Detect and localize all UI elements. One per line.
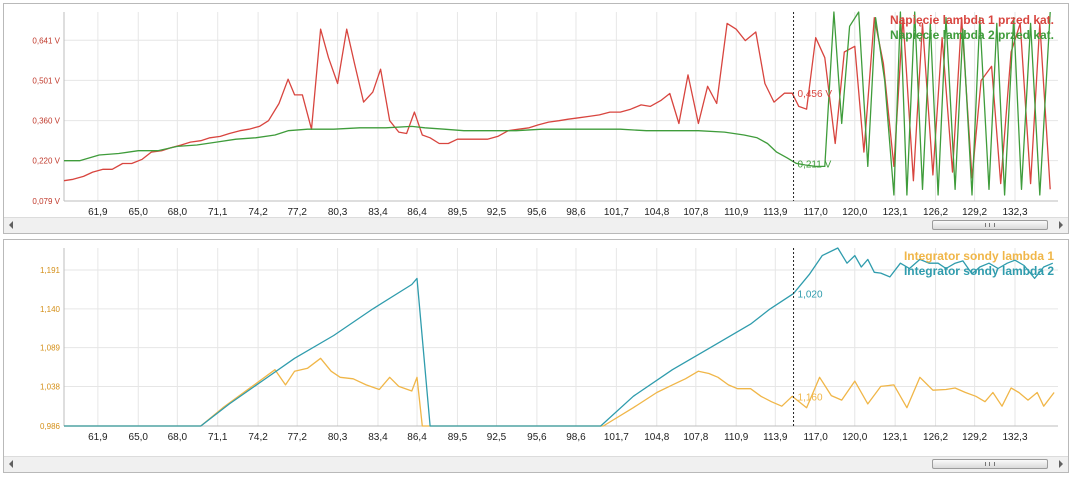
x-tick-label: 104,8 [644, 207, 669, 218]
y-tick-label: 1,089 [40, 344, 61, 353]
x-tick-label: 86,4 [407, 432, 427, 443]
cursor-value-label-1: 0,456 V [798, 89, 833, 100]
x-tick-label: 101,7 [604, 207, 629, 218]
y-tick-label: 0,079 V [32, 197, 60, 206]
x-tick-label: 74,2 [248, 432, 268, 443]
series-line-2 [64, 11, 1051, 196]
y-tick-label: 1,140 [40, 305, 61, 314]
x-tick-label: 98,6 [566, 432, 586, 443]
x-tick-label: 123,1 [883, 432, 908, 443]
x-tick-label: 129,2 [962, 432, 987, 443]
legend-entry-2: Integrator sondy lambda 2 [904, 264, 1054, 278]
horizontal-scrollbar[interactable] [4, 217, 1068, 233]
plot-area: 61,9 65,0 68,0 71,1 74,2 77,2 80,3 83,4 86,4 89,5… [40, 247, 1058, 443]
x-tick-label: 95,6 [527, 207, 547, 218]
x-tick-label: 65,0 [129, 432, 149, 443]
x-tick-label: 126,2 [923, 207, 948, 218]
series-line-1 [63, 17, 1051, 190]
grip-icon [985, 223, 995, 227]
x-tick-label: 129,2 [962, 207, 987, 218]
x-tick-label: 77,2 [287, 432, 307, 443]
horizontal-scrollbar[interactable] [4, 456, 1068, 472]
x-tick-label: 77,2 [287, 207, 307, 218]
scroll-right-arrow-icon[interactable] [1059, 460, 1063, 468]
series-line-1 [64, 357, 1055, 427]
x-tick-label: 68,0 [168, 207, 188, 218]
x-tick-label: 80,3 [328, 207, 348, 218]
x-tick-label: 126,2 [923, 432, 948, 443]
x-tick-label: 104,8 [644, 432, 669, 443]
x-tick-label: 110,9 [724, 207, 749, 218]
scrollbar-thumb[interactable] [932, 220, 1048, 230]
x-tick-label: 71,1 [208, 207, 228, 218]
scroll-right-arrow-icon[interactable] [1059, 221, 1063, 229]
y-tick-label: 0,220 V [32, 157, 60, 166]
x-tick-label: 123,1 [883, 207, 908, 218]
x-tick-label: 110,9 [724, 432, 749, 443]
x-tick-label: 120,0 [842, 432, 867, 443]
chart-panel-lambda-integrator: 61,9 65,0 68,0 71,1 74,2 77,2 80,3 83,4 86,4 89,5… [3, 239, 1069, 473]
x-tick-label: 61,9 [88, 432, 108, 443]
x-tick-label: 113,9 [763, 207, 788, 218]
scroll-left-arrow-icon[interactable] [9, 221, 13, 229]
x-tick-label: 86,4 [407, 207, 427, 218]
cursor-value-label-1: 1,160 [798, 392, 823, 403]
x-tick-label: 61,9 [88, 207, 108, 218]
scroll-left-arrow-icon[interactable] [9, 460, 13, 468]
y-tick-label: 0,501 V [32, 76, 60, 85]
integrator-chart: 61,9 65,0 68,0 71,1 74,2 77,2 80,3 83,4 86,4 89,5… [40, 247, 1058, 443]
y-tick-label: 1,038 [40, 382, 61, 391]
y-tick-label: 0,986 [40, 422, 61, 431]
x-tick-label: 92,5 [487, 432, 507, 443]
x-tick-label: 132,3 [1002, 432, 1027, 443]
cursor-value-label-2: 1,020 [798, 290, 823, 301]
x-tick-label: 101,7 [604, 432, 629, 443]
y-tick-label: 1,191 [40, 266, 61, 275]
chart-panel-lambda-voltage: 61,9 65,0 68,0 71,1 74,2 77,2 80,3 83,4 86,4 89,5… [3, 3, 1069, 234]
x-tick-label: 74,2 [248, 207, 268, 218]
cursor-value-label-2: 0,211 V [798, 159, 832, 170]
grip-icon [985, 462, 995, 466]
x-tick-label: 71,1 [208, 432, 228, 443]
legend-entry-1: Napięcie lambda 1 przed kat. [890, 13, 1054, 27]
series-line-2 [64, 247, 1054, 427]
scrollbar-thumb[interactable] [932, 459, 1048, 469]
x-tick-label: 89,5 [448, 207, 468, 218]
x-tick-label: 117,0 [804, 432, 829, 443]
x-tick-label: 83,4 [368, 207, 388, 218]
x-tick-label: 113,9 [763, 432, 788, 443]
x-tick-label: 83,4 [368, 432, 388, 443]
x-tick-label: 89,5 [448, 432, 468, 443]
legend-entry-2: Napięcie lambda 2 przed kat. [890, 28, 1054, 42]
x-tick-label: 107,8 [683, 207, 708, 218]
x-tick-label: 65,0 [129, 207, 149, 218]
y-tick-label: 0,360 V [32, 117, 60, 126]
legend-entry-1: Integrator sondy lambda 1 [904, 249, 1054, 263]
x-tick-label: 98,6 [566, 207, 586, 218]
x-tick-label: 95,6 [527, 432, 547, 443]
x-tick-label: 92,5 [487, 207, 507, 218]
y-tick-label: 0,641 V [32, 36, 60, 45]
x-tick-label: 80,3 [328, 432, 348, 443]
x-tick-label: 68,0 [168, 432, 188, 443]
x-tick-label: 132,3 [1002, 207, 1027, 218]
x-tick-label: 120,0 [842, 207, 867, 218]
plot-area: 61,9 65,0 68,0 71,1 74,2 77,2 80,3 83,4 86,4 89,5… [32, 11, 1058, 218]
voltage-chart: 61,9 65,0 68,0 71,1 74,2 77,2 80,3 83,4 86,4 89,5… [32, 11, 1058, 218]
x-tick-label: 107,8 [683, 432, 708, 443]
x-tick-label: 117,0 [804, 207, 829, 218]
